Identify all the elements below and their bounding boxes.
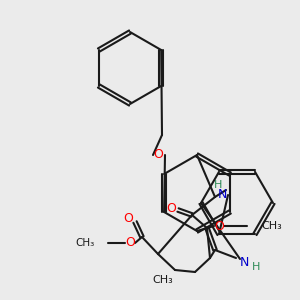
Text: H: H	[252, 262, 260, 272]
Text: N: N	[217, 188, 227, 202]
Text: N: N	[239, 256, 249, 268]
Text: O: O	[153, 148, 163, 161]
Text: CH₃: CH₃	[261, 221, 282, 231]
Text: CH₃: CH₃	[153, 275, 173, 285]
Text: O: O	[123, 212, 133, 226]
Text: H: H	[214, 180, 222, 190]
Text: O: O	[166, 202, 176, 214]
Text: O: O	[125, 236, 135, 250]
Text: O: O	[214, 220, 224, 232]
Text: CH₃: CH₃	[76, 238, 95, 248]
